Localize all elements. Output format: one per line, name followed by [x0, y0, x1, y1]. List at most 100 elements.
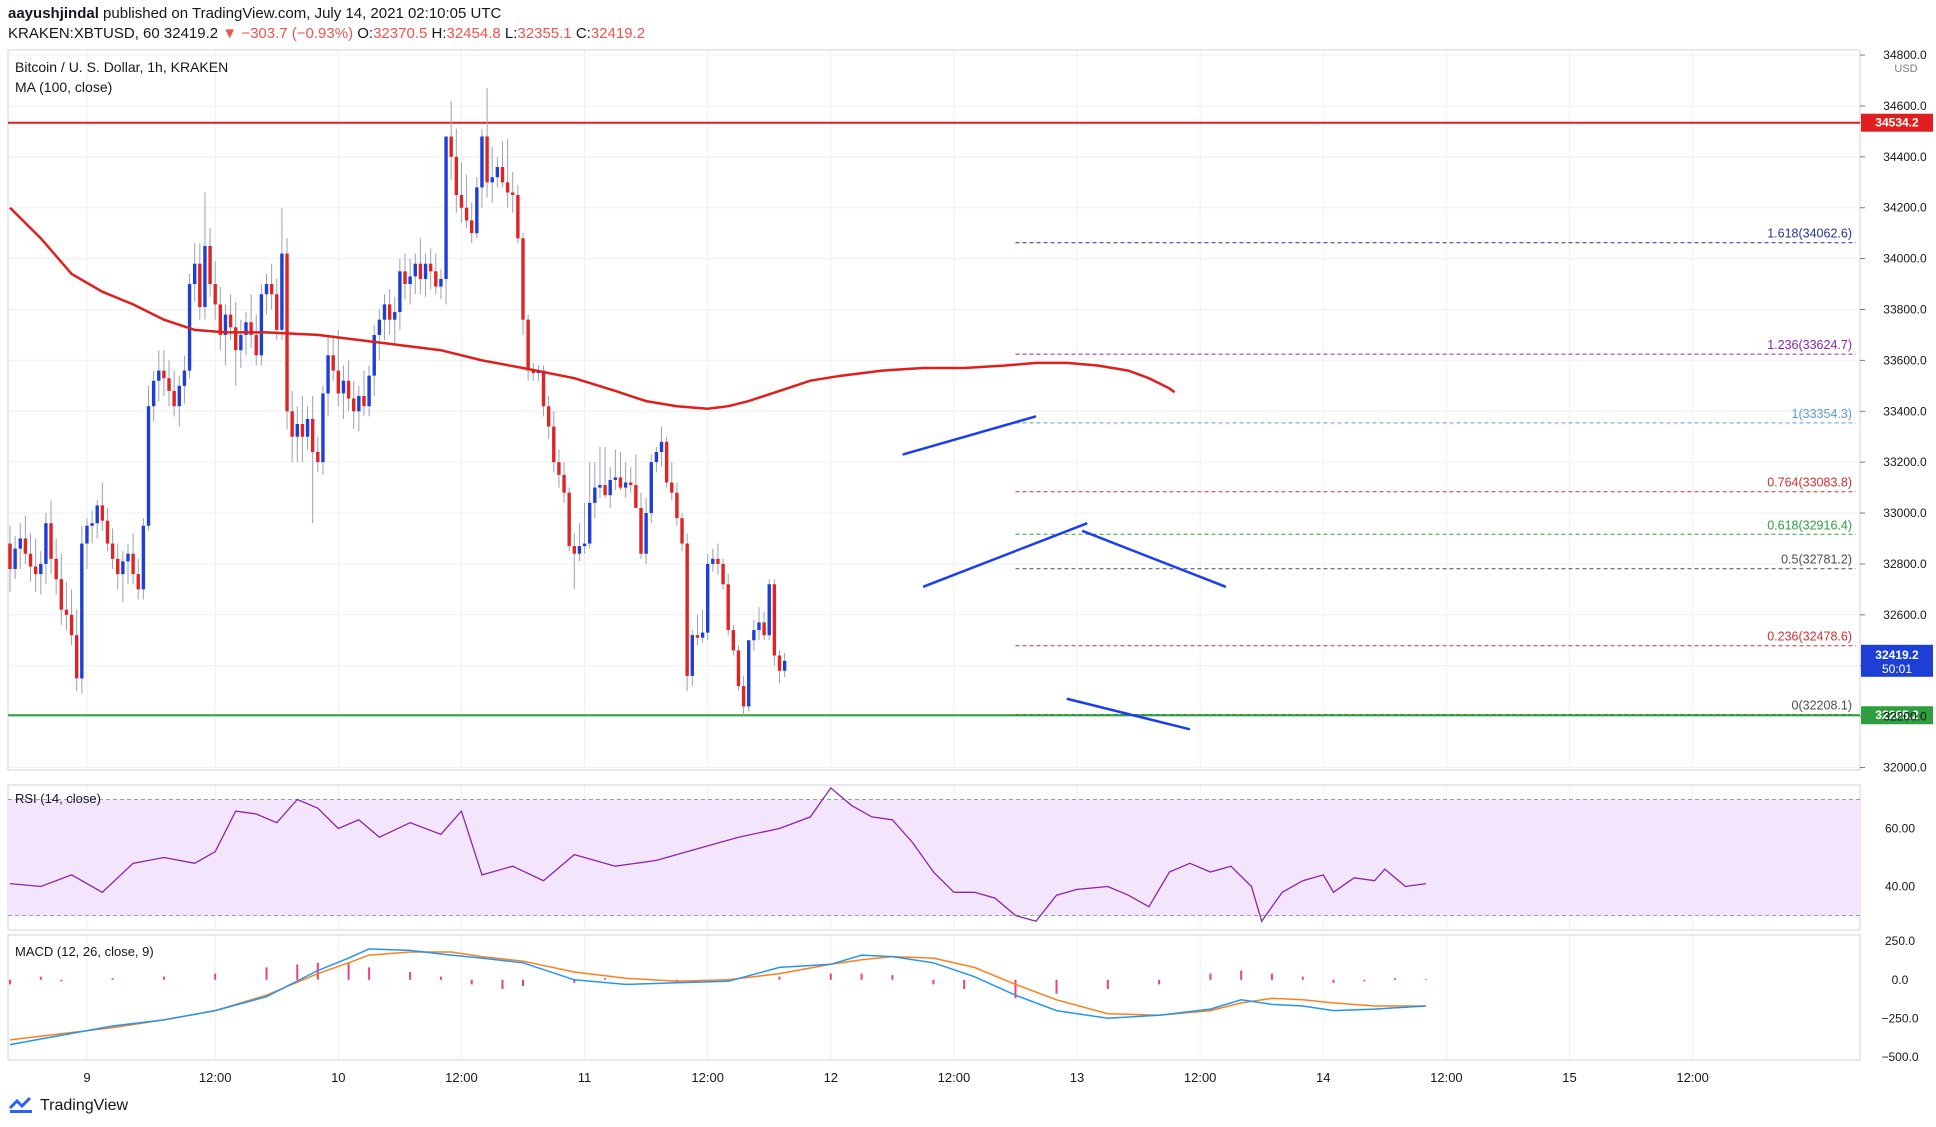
macd-pane-frame [7, 934, 1861, 1061]
candle-body [721, 563, 725, 585]
y-tick-label: 33200.0 [1883, 455, 1927, 469]
candle-body [546, 406, 551, 427]
candle-body [23, 538, 28, 554]
candle-body [608, 479, 612, 496]
candle-body [192, 263, 197, 285]
candle-body [470, 220, 474, 234]
fibonacci-retracement[interactable]: 1.618(34062.6) 1.236(33624.7) 1(33354.3) 0.… [1015, 227, 1856, 716]
candle-body [772, 584, 777, 656]
time-axis[interactable]: 9 12:00 10 12:00 11 12:00 12 12:00 13 12:00 14 12:0… [83, 1070, 1709, 1085]
candle-body [116, 558, 120, 575]
macd-tick-label: −250.0 [1881, 1011, 1918, 1025]
candle-body [639, 507, 643, 554]
candle-body [280, 253, 284, 330]
high-value: 32454.8 [446, 25, 501, 42]
fib-level-label: 1(33354.3) [1792, 407, 1852, 421]
horizontal-lines[interactable]: 34534.2 32205.2 [8, 113, 1933, 725]
rsi-pane: 40.00 60.00 [8, 786, 1915, 923]
macd-pane: −500.0 −250.0 0.0 250.0 [9, 934, 1919, 1064]
candle-body [480, 136, 484, 188]
candle-body [777, 655, 782, 671]
candle-body [700, 632, 705, 638]
rsi-title: RSI (14, close) [15, 791, 101, 806]
candle-body [485, 136, 489, 183]
macd-tick-label: −500.0 [1881, 1050, 1918, 1064]
candle-body [316, 451, 320, 463]
candle-body [531, 370, 535, 374]
candle-body [762, 622, 766, 636]
candle-body [239, 334, 243, 351]
candle-body [670, 482, 674, 493]
candle-body [695, 635, 700, 638]
y-tick-label: 32000.0 [1883, 760, 1927, 774]
candle-body [711, 558, 715, 564]
candle-body [44, 523, 48, 564]
candle-body [403, 271, 407, 285]
footer-branding: TradingView [8, 1096, 128, 1116]
candle-body [475, 187, 479, 234]
candle-body [454, 156, 459, 196]
fib-level-label: 0.236(32478.6) [1767, 630, 1852, 644]
candle-body [731, 630, 736, 651]
candle-body [593, 487, 597, 503]
candle-body [18, 538, 22, 549]
trendlines[interactable] [902, 415, 1227, 731]
candle-body [598, 485, 602, 488]
candle-body [505, 182, 510, 193]
x-tick-label: 12:00 [445, 1070, 478, 1085]
candle-body [680, 518, 684, 544]
x-tick-label: 12:00 [199, 1070, 232, 1085]
candle-body [541, 370, 546, 407]
candle-body [300, 423, 305, 437]
macd-tick-label: 0.0 [1892, 973, 1909, 987]
candle-body [726, 584, 730, 631]
x-tick-label: 12:00 [691, 1070, 724, 1085]
symbol-line: KRAKEN:XBTUSD, 60 32419.2 ▼ −303.7 (−0.9… [8, 24, 645, 44]
ma-indicator-label: MA (100, close) [15, 79, 112, 95]
trendline [902, 415, 1037, 456]
candle-body [423, 263, 428, 279]
x-tick-label: 12:00 [1676, 1070, 1709, 1085]
rsi-line [9, 786, 1426, 923]
fib-level-label: 1.618(34062.6) [1767, 227, 1852, 241]
candle-body [618, 477, 623, 488]
rsi-tick-label: 40.00 [1885, 880, 1915, 894]
close-value: 32419.2 [590, 25, 646, 42]
pane-labels: Bitcoin / U. S. Dollar, 1h, KRAKEN MA (1… [15, 59, 1918, 959]
candle-body [85, 525, 89, 544]
candle-body [331, 355, 335, 371]
countdown-label: 50:01 [1882, 662, 1912, 676]
trendline [1081, 529, 1227, 588]
candle-body [393, 312, 397, 320]
signal-line [9, 951, 1426, 1041]
x-tick-label: 12:00 [1430, 1070, 1463, 1085]
candle-body [28, 553, 33, 567]
candle-body [767, 584, 771, 636]
y-tick-label: 34200.0 [1883, 201, 1927, 215]
candle-body [757, 622, 761, 631]
candle-body [629, 482, 633, 486]
candle-body [54, 558, 58, 580]
candle-body [582, 543, 587, 547]
candle-body [64, 609, 69, 615]
candle-body [398, 271, 402, 313]
low-label: L: [504, 25, 518, 42]
candle-body [511, 192, 515, 196]
trading-chart[interactable]: 1.618(34062.6) 1.236(33624.7) 1(33354.3) 0.… [0, 0, 1936, 1090]
candle-body [290, 411, 294, 437]
trendline [922, 522, 1088, 588]
x-tick-label: 12:00 [938, 1070, 971, 1085]
candle-body [572, 546, 576, 554]
price-axes[interactable]: 32000.032200.032400.032600.032800.033000… [1860, 48, 1933, 774]
candle-body [516, 195, 520, 239]
candle-body [90, 523, 94, 526]
candle-body [552, 426, 556, 463]
author-name[interactable]: aayushjindal [8, 5, 99, 22]
candle-body [387, 304, 392, 320]
candle-body [654, 451, 659, 463]
candle-body [408, 276, 412, 285]
candlestick-series [8, 88, 787, 717]
y-tick-label: 33800.0 [1883, 303, 1927, 317]
last-price: 32419.2 [163, 25, 219, 42]
candle-body [198, 263, 202, 307]
